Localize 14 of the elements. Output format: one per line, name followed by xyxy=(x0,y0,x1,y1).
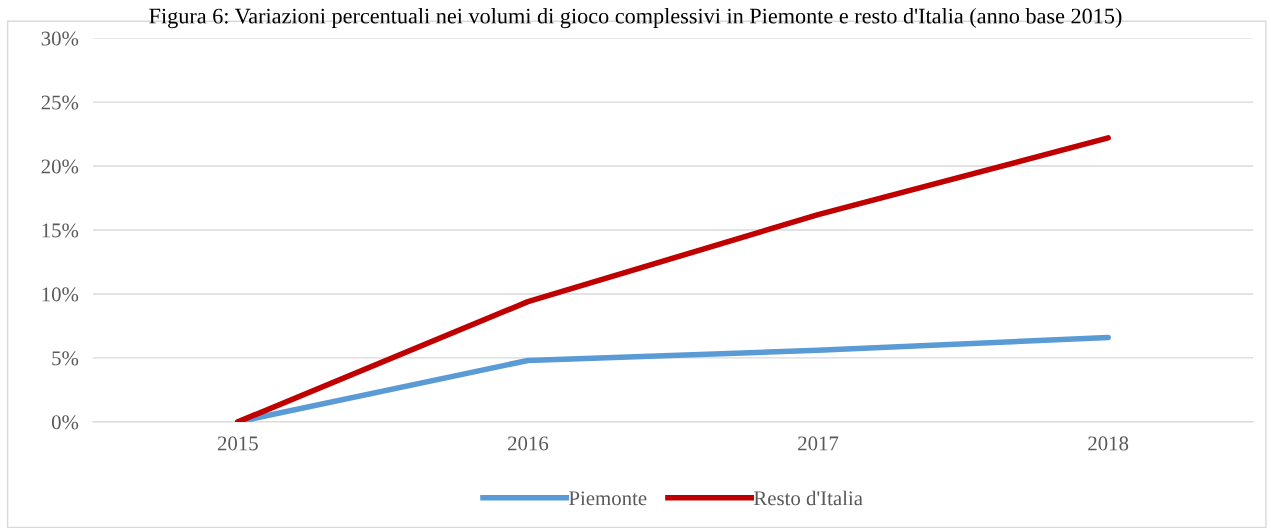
y-tick-label: 25% xyxy=(41,95,79,110)
x-tick-label: 2018 xyxy=(1088,436,1129,451)
legend-label: Resto d'Italia xyxy=(753,490,863,506)
y-tick-label: 15% xyxy=(42,223,79,238)
legend-label: Piemonte xyxy=(569,491,647,506)
y-tick-label: 30% xyxy=(41,31,79,46)
y-tick-label: 5% xyxy=(52,351,79,366)
chart-title: Figura 6: Variazioni percentuali nei volumi di gioco complessivi in Piemonte e resto d'Italia (anno base 2015) xyxy=(149,7,1122,29)
x-tick-label: 2016 xyxy=(508,436,549,451)
y-tick-label: 10% xyxy=(42,287,79,302)
x-tick-label: 2017 xyxy=(798,436,839,451)
y-tick-label: 20% xyxy=(41,159,79,174)
x-tick-label: 2015 xyxy=(217,436,258,451)
y-tick-label: 0% xyxy=(51,415,79,430)
